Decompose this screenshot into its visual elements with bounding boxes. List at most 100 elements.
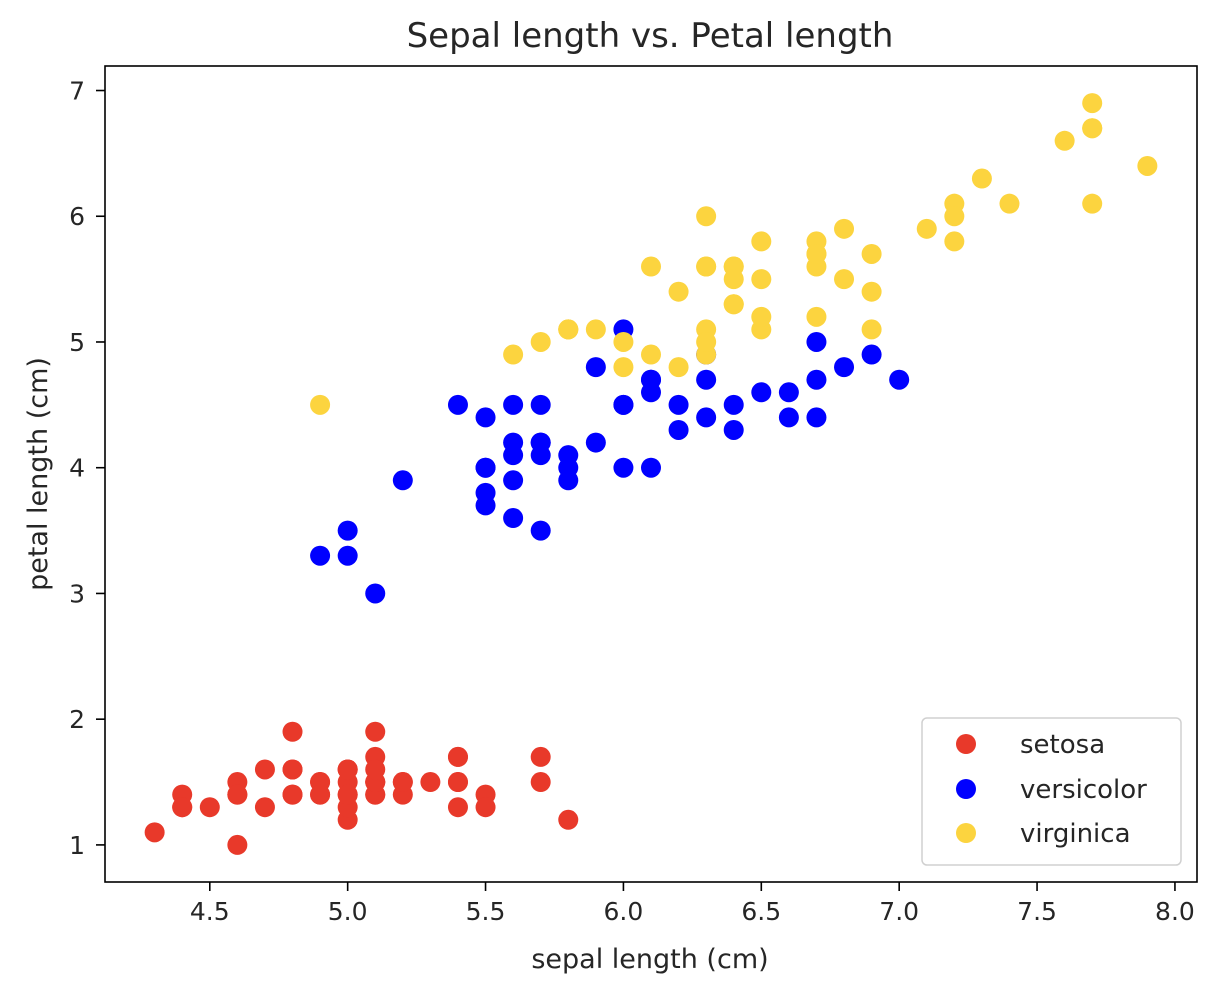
point-virginica [751, 269, 772, 290]
point-versicolor [503, 470, 524, 491]
legend-box [921, 717, 1182, 866]
point-versicolor [475, 495, 496, 516]
point-virginica [1082, 193, 1103, 214]
point-virginica [971, 168, 992, 189]
point-setosa [227, 834, 248, 855]
point-versicolor [668, 419, 689, 440]
point-versicolor [337, 520, 358, 541]
point-versicolor [530, 445, 551, 466]
point-virginica [668, 281, 689, 302]
point-virginica [696, 331, 717, 352]
point-versicolor [337, 545, 358, 566]
point-virginica [613, 357, 634, 378]
point-setosa [337, 784, 358, 805]
point-versicolor [751, 382, 772, 403]
point-versicolor [696, 407, 717, 428]
point-setosa [254, 797, 275, 818]
x-tick-label: 6.5 [741, 897, 781, 926]
point-versicolor [613, 457, 634, 478]
legend-label-setosa: setosa [1020, 730, 1105, 760]
point-versicolor [778, 407, 799, 428]
y-tick-label: 3 [69, 579, 85, 608]
point-setosa [420, 772, 441, 793]
point-setosa [447, 797, 468, 818]
y-axis-label: petal length (cm) [23, 357, 54, 591]
legend: setosa versicolor virginica [921, 717, 1182, 866]
point-versicolor [365, 583, 386, 604]
point-virginica [696, 206, 717, 227]
y-tick-label: 7 [69, 77, 85, 106]
point-virginica [834, 269, 855, 290]
point-versicolor [806, 369, 827, 390]
x-tick-label: 7.5 [1017, 897, 1057, 926]
point-versicolor [861, 344, 882, 365]
point-setosa [530, 746, 551, 767]
point-virginica [1082, 93, 1103, 114]
chart-title: Sepal length vs. Petal length [407, 16, 894, 56]
point-versicolor [447, 394, 468, 415]
point-virginica [999, 193, 1020, 214]
point-versicolor [585, 357, 606, 378]
point-versicolor [668, 394, 689, 415]
y-tick-label: 6 [69, 202, 85, 231]
x-tick-label: 5.5 [466, 897, 506, 926]
point-versicolor [475, 457, 496, 478]
point-versicolor [806, 407, 827, 428]
ticks-layer: 4.5 5.0 5.5 6.0 6.5 7.0 7.5 8.0 1 2 3 4 5 6 7 [69, 77, 1195, 926]
point-virginica [696, 256, 717, 277]
point-versicolor [558, 457, 579, 478]
point-setosa [365, 721, 386, 742]
point-setosa [282, 759, 303, 780]
x-tick-label: 5.0 [328, 897, 368, 926]
legend-marker-virginica [956, 823, 976, 843]
y-tick-label: 2 [69, 705, 85, 734]
point-versicolor [503, 394, 524, 415]
x-tick-label: 8.0 [1155, 897, 1195, 926]
y-tick-label: 5 [69, 328, 85, 357]
point-versicolor [310, 545, 331, 566]
point-versicolor [475, 407, 496, 428]
point-versicolor [778, 382, 799, 403]
point-versicolor [585, 432, 606, 453]
point-versicolor [530, 520, 551, 541]
point-setosa [199, 797, 220, 818]
plot-frame [104, 65, 1198, 883]
point-virginica [944, 231, 965, 252]
point-virginica [916, 218, 937, 239]
point-virginica [668, 357, 689, 378]
y-tick-label: 1 [69, 831, 85, 860]
point-setosa [392, 772, 413, 793]
legend-marker-versicolor [956, 779, 976, 799]
point-virginica [1137, 155, 1158, 176]
points-layer [144, 93, 1158, 855]
point-virginica [861, 281, 882, 302]
point-setosa [172, 797, 193, 818]
point-versicolor [530, 394, 551, 415]
point-setosa [447, 746, 468, 767]
point-setosa [337, 759, 358, 780]
point-virginica [1082, 118, 1103, 139]
point-virginica [613, 331, 634, 352]
point-setosa [144, 822, 165, 843]
point-versicolor [503, 432, 524, 453]
point-versicolor [723, 394, 744, 415]
point-setosa [558, 809, 579, 830]
point-virginica [751, 306, 772, 327]
point-virginica [723, 294, 744, 315]
point-versicolor [834, 357, 855, 378]
point-versicolor [503, 508, 524, 529]
point-versicolor [641, 382, 661, 403]
point-versicolor [889, 369, 910, 390]
x-tick-label: 6.0 [604, 897, 644, 926]
point-virginica [861, 243, 882, 264]
x-tick-label: 7.0 [879, 897, 919, 926]
legend-label-virginica: virginica [1020, 819, 1131, 849]
point-virginica [558, 319, 579, 340]
point-virginica [530, 331, 551, 352]
point-virginica [310, 394, 331, 415]
point-setosa [254, 759, 275, 780]
point-setosa [365, 759, 386, 780]
point-virginica [806, 306, 827, 327]
legend-label-versicolor: versicolor [1020, 775, 1147, 805]
